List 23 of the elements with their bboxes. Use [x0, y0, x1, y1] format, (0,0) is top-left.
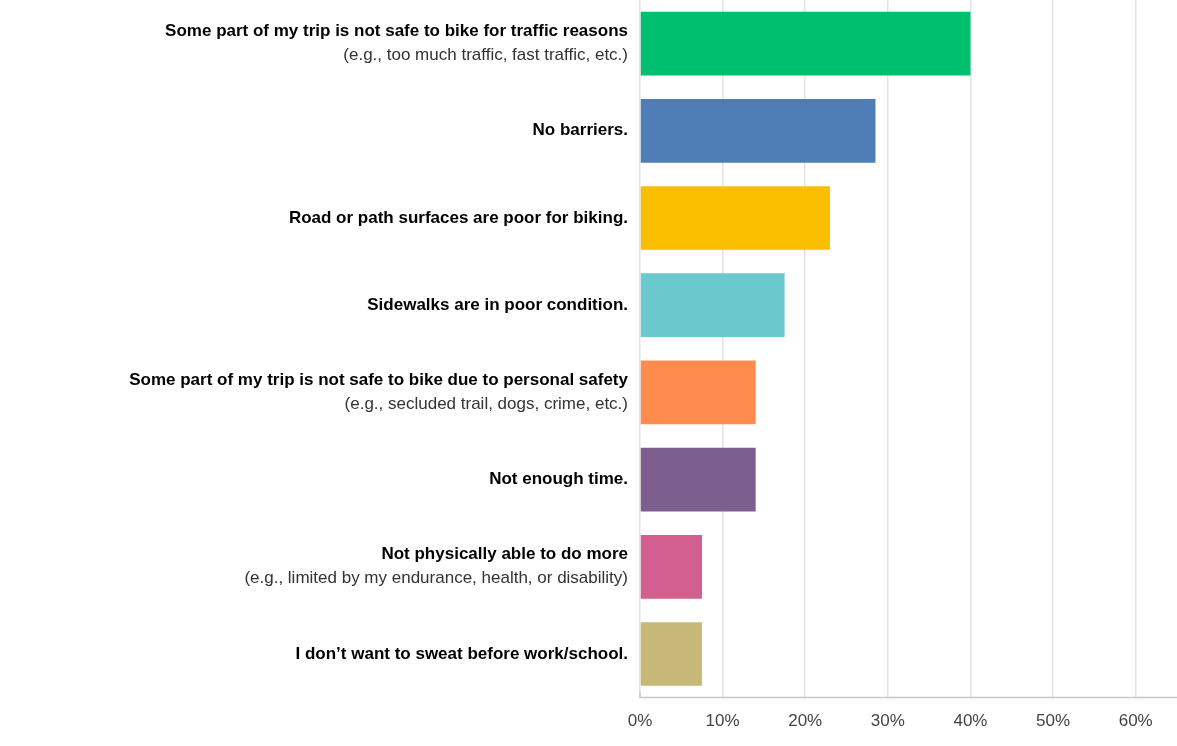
x-tick-label: 40% [953, 711, 988, 731]
y-tick-label: Not enough time. [489, 469, 628, 489]
bar [640, 11, 971, 76]
x-tick-label: 60% [1118, 711, 1153, 731]
y-tick-label: Road or path surfaces are poor for biking. [288, 207, 628, 227]
x-tick-label: 10% [705, 711, 740, 731]
bar [640, 273, 785, 338]
y-tick-label: Some part of my trip is not safe to bike due to personal safety (e.g., secluded trail, dogs, crime, etc.) [129, 370, 629, 414]
bar [640, 186, 831, 250]
x-tick-label: 0% [627, 711, 653, 731]
y-tick-label: Some part of my trip is not safe to bike for traffic reasons (e.g., too much traffic, fast traffic, etc.) [165, 21, 628, 65]
x-tick-label: 50% [1036, 711, 1071, 731]
x-tick-label: 20% [788, 711, 823, 731]
bar [640, 98, 876, 163]
y-tick-label: I don’t want to sweat before work/school. [295, 643, 628, 663]
bar [640, 360, 756, 425]
y-tick-label: No barriers. [532, 120, 628, 140]
y-tick-label: Not physically able to do more (e.g., limited by my endurance, health, or disability) [244, 544, 628, 588]
bar [640, 622, 702, 686]
y-tick-label: Sidewalks are in poor condition. [367, 294, 628, 314]
bar [640, 534, 702, 599]
x-tick-label: 30% [870, 711, 905, 731]
bar [640, 447, 756, 512]
